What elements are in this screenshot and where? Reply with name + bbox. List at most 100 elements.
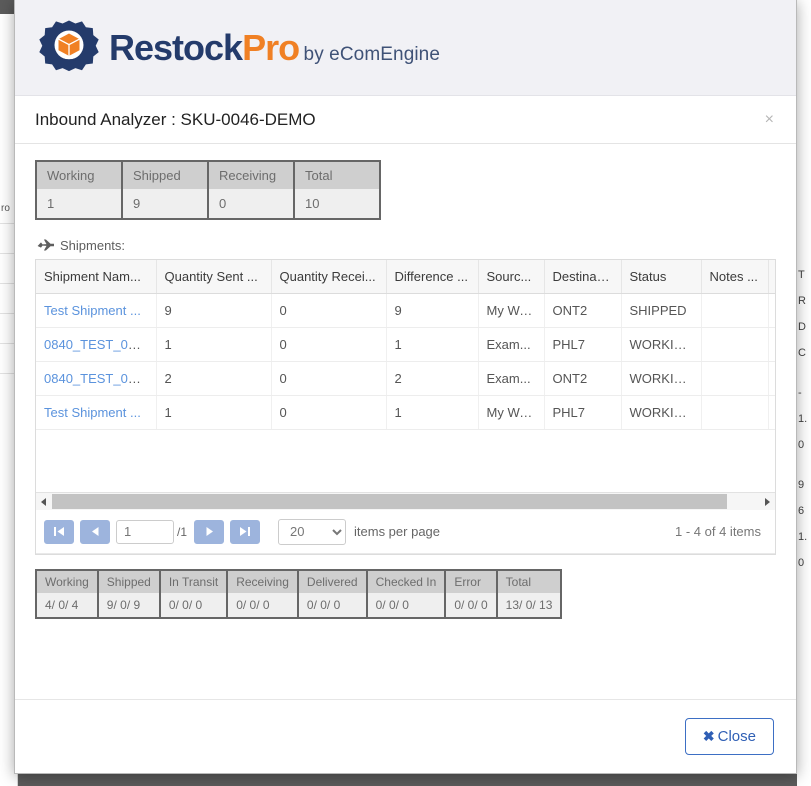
background-left-cell xyxy=(0,344,18,374)
column-header-last-updated[interactable]: LastU xyxy=(768,260,775,294)
scrollbar-track[interactable] xyxy=(52,494,759,509)
shipments-label-text: Shipments: xyxy=(60,238,126,253)
cell-shipment-name: 0840_TEST_02 (... xyxy=(36,327,157,362)
gear-cube-logo-icon xyxy=(39,18,99,78)
background-right-cell: - xyxy=(798,387,802,399)
status-header-total: Total xyxy=(496,570,562,593)
cell-destination: PHL7 xyxy=(544,395,622,430)
summary-value-shipped: 9 xyxy=(122,189,209,219)
table-row: 0840_TEST_02 (... 1 0 1 Exam... PHL7 WOR… xyxy=(36,327,775,362)
first-page-icon[interactable] xyxy=(44,519,74,544)
horizontal-scrollbar[interactable] xyxy=(36,492,775,510)
modal-body: Working Shipped Receiving Total 1 9 0 10 xyxy=(15,144,796,699)
column-header-destination[interactable]: Destinati... xyxy=(544,260,622,294)
cell-shipment-name: 0840_TEST_02 (... xyxy=(36,361,157,396)
status-value-delivered: 0/ 0/ 0 xyxy=(297,593,368,618)
cell-notes xyxy=(701,293,769,328)
summary-value-working: 1 xyxy=(36,189,123,219)
cell-shipment-name: Test Shipment ... xyxy=(36,395,157,430)
cell-quantity-received: 0 xyxy=(271,327,387,362)
column-header-source[interactable]: Sourc... xyxy=(478,260,545,294)
page-number-input[interactable] xyxy=(116,519,174,544)
cell-quantity-sent: 2 xyxy=(156,361,272,396)
cell-quantity-received: 0 xyxy=(271,293,387,328)
cell-last-updated: 6/18/2 xyxy=(768,293,775,328)
background-left-cell xyxy=(0,254,18,284)
cell-difference: 1 xyxy=(386,327,479,362)
bottom-summary-wrap: Working Shipped In Transit Receiving Del… xyxy=(35,569,776,619)
cell-source: My Wa... xyxy=(478,395,545,430)
background-right-column: T R D C - 1. 0 9 6 1. 0 xyxy=(797,0,811,786)
logo-tagline: by eComEngine xyxy=(303,43,441,65)
cell-destination: PHL7 xyxy=(544,327,622,362)
cell-difference: 9 xyxy=(386,293,479,328)
cell-last-updated: 7/6/20 xyxy=(768,361,775,396)
table-row: 0840_TEST_02 (... 2 0 2 Exam... ONT2 WOR… xyxy=(36,361,775,396)
table-row: 4/ 0/ 4 9/ 0/ 9 0/ 0/ 0 0/ 0/ 0 0/ 0/ 0 … xyxy=(36,593,562,618)
close-x-icon: ✖ xyxy=(702,728,715,744)
background-right-cell: 1. xyxy=(798,531,808,543)
background-right-cell: 0 xyxy=(798,557,805,569)
status-value-checked-in: 0/ 0/ 0 xyxy=(366,593,447,618)
previous-page-icon[interactable] xyxy=(80,519,110,544)
modal-footer: ✖ Close xyxy=(15,699,796,773)
column-header-notes[interactable]: Notes ... xyxy=(701,260,769,294)
page-size-select[interactable]: 5102050100 xyxy=(278,518,347,545)
background-right-cell: D xyxy=(798,321,806,333)
modal-logo-bar: RestockPro by eComEngine xyxy=(15,0,796,96)
background-right-cell: 9 xyxy=(798,479,805,491)
cell-difference: 2 xyxy=(386,361,479,396)
table-row: Test Shipment ... 9 0 9 My Wa... ONT2 SH… xyxy=(36,293,775,328)
shipment-link[interactable]: Test Shipment ... xyxy=(44,303,141,318)
bottom-summary-table: Working Shipped In Transit Receiving Del… xyxy=(35,569,563,619)
cell-notes xyxy=(701,395,769,430)
restockpro-wordmark: RestockPro by eComEngine xyxy=(109,26,441,68)
cell-status: SHIPPED xyxy=(621,293,702,328)
restockpro-logo: RestockPro by eComEngine xyxy=(39,18,440,78)
background-left-cell xyxy=(0,284,18,314)
background-right-cell: C xyxy=(798,347,806,359)
airplane-icon xyxy=(37,239,56,253)
next-page-icon[interactable] xyxy=(194,519,225,544)
table-row: Working Shipped Receiving Total xyxy=(36,161,380,189)
cell-status: WORKING xyxy=(621,361,702,396)
scroll-right-icon[interactable] xyxy=(759,493,775,510)
status-value-working: 4/ 0/ 4 xyxy=(36,593,99,618)
cell-last-updated: 6/18/2 xyxy=(768,395,775,430)
status-header-working: Working xyxy=(36,570,99,593)
column-header-quantity-received[interactable]: Quantity Recei... xyxy=(271,260,387,294)
cell-source: Exam... xyxy=(478,327,545,362)
status-value-error: 0/ 0/ 0 xyxy=(445,593,498,618)
shipments-section-label: Shipments: xyxy=(37,238,776,253)
table-row: 1 9 0 10 xyxy=(36,189,380,219)
shipment-link[interactable]: Test Shipment ... xyxy=(44,405,141,420)
close-icon[interactable]: × xyxy=(761,108,778,132)
status-header-error: Error xyxy=(445,570,498,593)
cell-difference: 1 xyxy=(386,395,479,430)
background-right-cell: 0 xyxy=(798,439,805,451)
summary-header-working: Working xyxy=(36,161,123,189)
cell-destination: ONT2 xyxy=(544,293,622,328)
total-pages-label: /1 xyxy=(177,524,188,539)
cell-quantity-sent: 1 xyxy=(156,327,272,362)
scrollbar-thumb[interactable] xyxy=(52,494,728,509)
grid-scroll-viewport: Shipment Nam... Quantity Sent ... Quanti… xyxy=(36,260,775,492)
column-header-status[interactable]: Status xyxy=(621,260,702,294)
shipment-link[interactable]: 0840_TEST_02 (... xyxy=(44,337,154,352)
cell-quantity-received: 0 xyxy=(271,395,387,430)
top-summary-table: Working Shipped Receiving Total 1 9 0 10 xyxy=(35,160,381,220)
inbound-analyzer-modal: RestockPro by eComEngine Inbound Analyze… xyxy=(14,0,797,774)
column-header-quantity-sent[interactable]: Quantity Sent ... xyxy=(156,260,272,294)
shipment-link[interactable]: 0840_TEST_02 (... xyxy=(44,371,154,386)
status-header-checked-in: Checked In xyxy=(366,570,447,593)
shipments-grid: Shipment Nam... Quantity Sent ... Quanti… xyxy=(35,259,776,555)
column-header-difference[interactable]: Difference ... xyxy=(386,260,479,294)
close-button[interactable]: ✖ Close xyxy=(684,718,774,755)
logo-name-pro: Pro xyxy=(242,26,300,68)
scroll-left-icon[interactable] xyxy=(36,493,52,510)
column-header-shipment-name[interactable]: Shipment Nam... xyxy=(36,260,157,294)
last-page-icon[interactable] xyxy=(230,519,261,544)
pager: /1 5102050100 items per page 1 - 4 of 4 … xyxy=(36,510,775,554)
cell-notes xyxy=(701,327,769,362)
background-right-cell: T xyxy=(798,269,805,281)
